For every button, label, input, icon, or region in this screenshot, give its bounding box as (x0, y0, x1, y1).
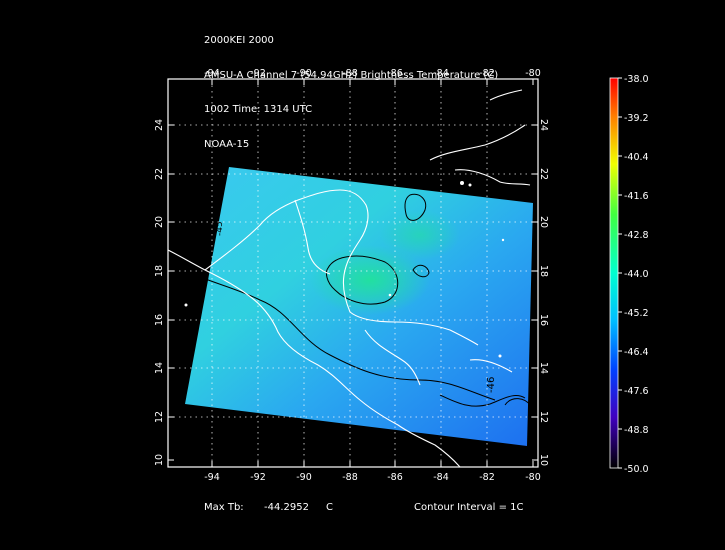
colorbar-label-10: -50.0 (624, 464, 649, 475)
map-frame (167, 78, 539, 468)
lat-label-right-24: 24 (538, 119, 549, 131)
lon-label-top-90: -90 (296, 68, 312, 79)
colorbar-label-9: -48.8 (624, 425, 649, 436)
lat-label-right-10: 10 (538, 454, 549, 466)
lat-lon-grid (168, 80, 538, 467)
map-title: 2000KEI 2000 AMSU-A Channel 7 (54.94GHz)… (204, 12, 498, 162)
lat-label-left-12: 12 (154, 411, 165, 423)
lon-label-bottom-84: -84 (433, 472, 449, 483)
lon-label-bottom-88: -88 (342, 472, 358, 483)
lon-label-bottom-90: -90 (296, 472, 312, 483)
lat-label-right-12: 12 (538, 411, 549, 423)
lon-label-bottom-86: -86 (387, 472, 403, 483)
max-tb-unit: C (326, 502, 333, 513)
colorbar (609, 77, 619, 469)
lat-label-left-20: 20 (154, 216, 165, 228)
colorbar-ticks (618, 77, 622, 469)
lon-label-bottom-82: -82 (479, 472, 495, 483)
lon-label-top-80: -80 (525, 68, 541, 79)
max-tb-label: Max Tb: (204, 502, 244, 513)
lat-label-left-10: 10 (154, 454, 165, 466)
colorbar-label-4: -42.8 (624, 230, 649, 241)
contour-label-45: -45 (215, 221, 225, 236)
lon-label-top-86: -86 (387, 68, 403, 79)
axis-ticks (168, 79, 538, 467)
contour-interval: Contour Interval = 1C (414, 502, 524, 513)
colorbar-label-1: -39.2 (624, 113, 649, 124)
title-line-2: AMSU-A Channel 7 (54.94GHz) Brightness T… (204, 69, 499, 81)
lon-label-bottom-92: -92 (250, 472, 266, 483)
lon-label-top-88: -88 (342, 68, 358, 79)
lon-label-bottom-94: -94 (204, 472, 220, 483)
title-line-4: NOAA-15 (204, 138, 250, 150)
islands (184, 181, 505, 358)
colorbar-label-2: -40.4 (624, 152, 649, 163)
colorbar-label-6: -45.2 (624, 308, 649, 319)
lon-labels-top: -94 -92 -90 -88 -86 -84 -82 -80 (204, 68, 541, 79)
lon-label-top-82: -82 (479, 68, 495, 79)
lon-label-top-84: -84 (433, 68, 449, 79)
lat-label-left-22: 22 (154, 168, 165, 180)
contour-lines (194, 193, 531, 407)
lat-label-right-16: 16 (538, 314, 549, 326)
lon-label-bottom-80: -80 (525, 472, 541, 483)
lat-label-right-18: 18 (538, 265, 549, 277)
lat-labels-left: 10 12 14 16 18 20 22 24 (154, 119, 165, 466)
colorbar-label-0: -38.0 (624, 74, 649, 85)
lat-labels-right: 10 12 14 16 18 20 22 24 (538, 119, 549, 466)
lat-label-right-14: 14 (538, 362, 549, 374)
lat-label-left-18: 18 (154, 265, 165, 277)
brightness-swath (185, 167, 533, 446)
lat-label-right-20: 20 (538, 216, 549, 228)
title-line-1: 2000KEI 2000 (204, 35, 274, 46)
colorbar-label-7: -46.4 (624, 347, 649, 358)
lon-label-top-94: -94 (204, 68, 220, 79)
lon-labels-bottom: -94 -92 -90 -88 -86 -84 -82 -80 (204, 472, 541, 483)
colorbar-label-8: -47.6 (624, 386, 649, 397)
colorbar-label-5: -44.0 (624, 269, 649, 280)
colorbar-label-3: -41.6 (624, 191, 649, 202)
colorbar-labels: -38.0 -39.2 -40.4 -41.6 -42.8 -44.0 -45.… (624, 74, 649, 475)
coastlines (168, 89, 531, 467)
lat-label-left-16: 16 (154, 314, 165, 326)
lat-label-left-24: 24 (154, 119, 165, 131)
title-line-3: 1002 Time: 1314 UTC (204, 104, 313, 115)
lat-label-left-14: 14 (154, 362, 165, 374)
contour-label-46: -46 (486, 377, 497, 393)
lon-label-top-92: -92 (250, 68, 266, 79)
max-tb-value: -44.2952 (264, 502, 309, 513)
lat-label-right-22: 22 (538, 168, 549, 180)
